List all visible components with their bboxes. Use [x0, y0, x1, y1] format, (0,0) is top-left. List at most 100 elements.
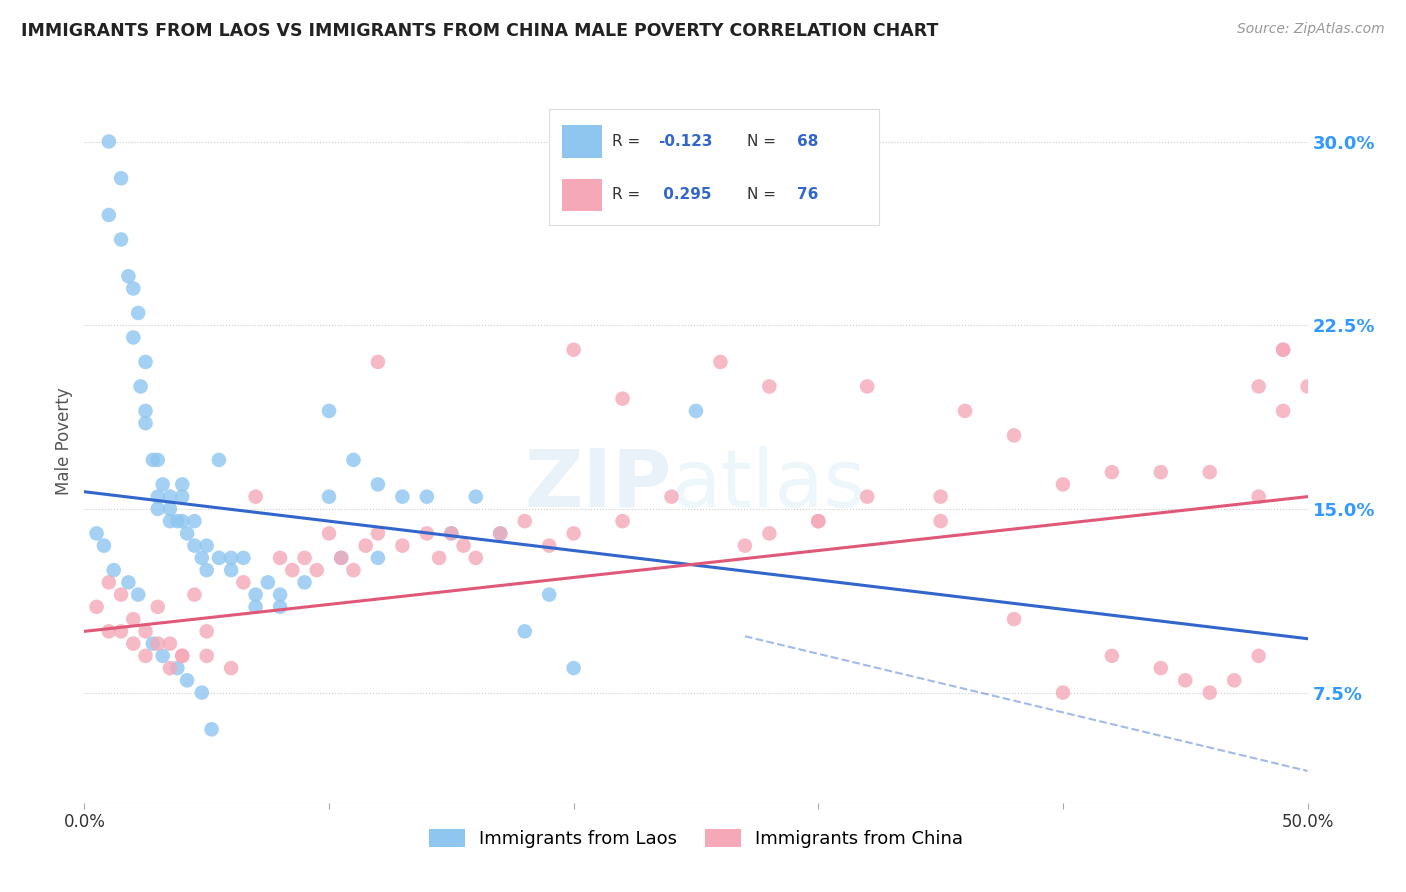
Point [232, 550, 254, 565]
Point [489, 526, 512, 541]
Point [219, 661, 242, 675]
Point [110, 624, 132, 639]
Point [172, 648, 194, 663]
Point [513, 624, 536, 639]
Point [929, 514, 952, 528]
Point [330, 550, 353, 565]
Point [195, 624, 218, 639]
Point [93, 539, 115, 553]
Point [807, 514, 830, 528]
Text: IMMIGRANTS FROM LAOS VS IMMIGRANTS FROM CHINA MALE POVERTY CORRELATION CHART: IMMIGRANTS FROM LAOS VS IMMIGRANTS FROM … [21, 22, 938, 40]
Point [127, 306, 149, 320]
Point [159, 637, 181, 651]
Point [416, 490, 439, 504]
Point [166, 661, 188, 675]
Point [391, 539, 413, 553]
Point [146, 453, 169, 467]
Point [367, 526, 389, 541]
Point [245, 490, 267, 504]
Point [183, 514, 205, 528]
Point [269, 550, 291, 565]
Point [135, 416, 157, 430]
Point [538, 539, 561, 553]
Point [183, 539, 205, 553]
Point [105, 61, 128, 75]
Point [172, 490, 194, 504]
Point [200, 723, 222, 737]
Point [269, 588, 291, 602]
Point [117, 269, 139, 284]
Point [172, 477, 194, 491]
Point [97, 575, 120, 590]
Point [245, 588, 267, 602]
Point [195, 539, 218, 553]
Point [110, 232, 132, 246]
Point [367, 477, 389, 491]
Point [953, 404, 976, 418]
Point [122, 281, 145, 295]
Point [562, 343, 585, 357]
Point [1002, 428, 1025, 442]
Point [97, 135, 120, 149]
Point [146, 637, 169, 651]
Point [758, 526, 780, 541]
Point [146, 490, 169, 504]
Point [135, 648, 157, 663]
Point [318, 490, 340, 504]
Point [391, 490, 413, 504]
Point [176, 673, 198, 688]
Point [342, 563, 364, 577]
Point [538, 588, 561, 602]
Point [685, 195, 707, 210]
Point [135, 624, 157, 639]
Point [159, 661, 181, 675]
Point [318, 526, 340, 541]
Point [172, 514, 194, 528]
Point [1174, 673, 1197, 688]
Point [195, 648, 218, 663]
Text: Source: ZipAtlas.com: Source: ZipAtlas.com [1237, 22, 1385, 37]
Point [86, 526, 108, 541]
Point [464, 550, 486, 565]
Point [142, 453, 165, 467]
Point [166, 514, 188, 528]
Point [513, 514, 536, 528]
Point [685, 404, 707, 418]
Point [122, 612, 145, 626]
Point [318, 404, 340, 418]
Point [269, 599, 291, 614]
Point [135, 355, 157, 369]
Point [97, 624, 120, 639]
Point [427, 550, 450, 565]
Point [257, 575, 280, 590]
Point [1272, 343, 1295, 357]
Point [129, 379, 152, 393]
Point [159, 502, 181, 516]
Point [1052, 685, 1074, 699]
Point [152, 477, 174, 491]
Point [110, 588, 132, 602]
Point [152, 648, 174, 663]
Point [1296, 379, 1319, 393]
Point [146, 502, 169, 516]
Point [135, 404, 157, 418]
Point [103, 563, 125, 577]
Point [142, 637, 165, 651]
Point [1150, 465, 1173, 479]
Point [305, 563, 328, 577]
Point [195, 563, 218, 577]
Point [354, 539, 377, 553]
Legend: Immigrants from Laos, Immigrants from China: Immigrants from Laos, Immigrants from Ch… [422, 822, 970, 855]
Point [219, 563, 242, 577]
Point [176, 526, 198, 541]
Point [172, 648, 194, 663]
Point [159, 490, 181, 504]
Point [208, 453, 231, 467]
Point [122, 330, 145, 344]
Point [127, 588, 149, 602]
Point [734, 539, 756, 553]
Point [245, 599, 267, 614]
Point [1101, 465, 1123, 479]
Point [1223, 673, 1246, 688]
Point [440, 526, 463, 541]
